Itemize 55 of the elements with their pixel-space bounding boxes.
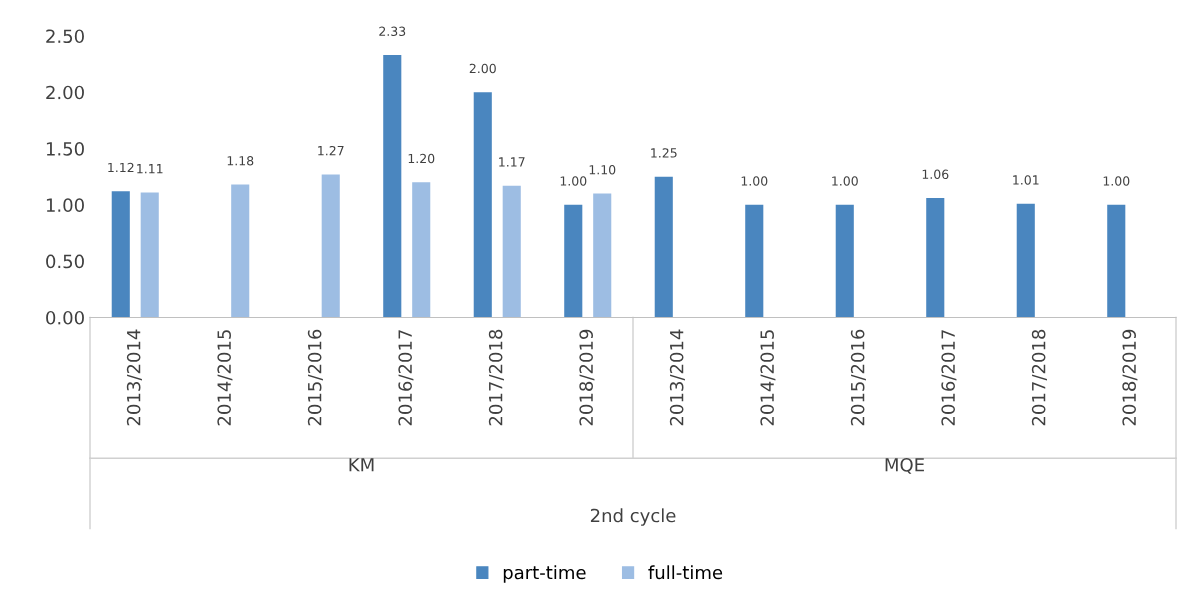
data-label: 1.10 xyxy=(589,165,616,175)
bar xyxy=(111,191,130,318)
data-label: 1.12 xyxy=(108,162,134,173)
bar xyxy=(473,92,492,318)
x-tick-label: 2013/2014 xyxy=(669,329,685,426)
x-tick-label: 2017/2018 xyxy=(1031,329,1047,426)
data-label: 1.00 xyxy=(832,176,858,186)
y-tick-label: 1.00 xyxy=(46,198,84,212)
legend-label: part-time xyxy=(503,565,586,583)
data-label: 1.06 xyxy=(922,169,949,180)
data-label: 1.17 xyxy=(499,157,525,167)
data-label: 1.00 xyxy=(741,176,768,186)
x-tick-label: 2018/2019 xyxy=(1122,329,1138,426)
data-label: 1.18 xyxy=(227,156,254,166)
data-label: 2.33 xyxy=(379,26,406,36)
x-tick-label: 2016/2017 xyxy=(941,330,957,426)
bar xyxy=(321,174,340,318)
bar xyxy=(564,204,583,318)
data-label: 1.11 xyxy=(137,164,163,174)
bar xyxy=(502,185,521,318)
bar xyxy=(593,193,612,318)
y-tick-label: 2.50 xyxy=(46,29,84,44)
x-tick-label: 2015/2016 xyxy=(307,329,323,426)
bar xyxy=(654,176,673,318)
bar xyxy=(1107,204,1126,318)
bar xyxy=(383,55,402,318)
y-tick-label: 2.00 xyxy=(46,85,84,100)
bar xyxy=(231,184,250,318)
text: KM xyxy=(349,458,374,472)
bar xyxy=(412,182,431,318)
x-tick-label: 2015/2016 xyxy=(850,329,866,426)
bar xyxy=(835,204,854,318)
x-tick-label: 2018/2019 xyxy=(579,329,595,426)
x-tick-label: 2017/2018 xyxy=(488,329,504,426)
data-label: 1.00 xyxy=(560,176,587,186)
y-tick-label: 1.50 xyxy=(46,142,84,156)
legend-label: full-time xyxy=(648,565,723,580)
text: 2nd cycle xyxy=(590,508,676,526)
x-tick-label: 2013/2014 xyxy=(126,329,142,426)
x-tick-label: 2014/2015 xyxy=(760,330,776,426)
data-label: 1.20 xyxy=(408,153,435,164)
bar xyxy=(745,204,764,318)
data-label: 2.00 xyxy=(469,63,496,74)
bar xyxy=(926,198,945,318)
text: MQE xyxy=(885,457,924,474)
data-label: 1.01 xyxy=(1013,175,1039,185)
x-tick-label: 2014/2015 xyxy=(217,330,233,426)
bar xyxy=(140,192,159,318)
bar xyxy=(1016,203,1035,318)
data-label: 1.00 xyxy=(1103,176,1130,186)
y-tick-label: 0.00 xyxy=(46,310,84,325)
data-label: 1.27 xyxy=(318,145,344,156)
x-tick-label: 2016/2017 xyxy=(398,330,414,426)
data-label: 1.25 xyxy=(651,148,677,158)
y-tick-label: 0.50 xyxy=(46,254,84,269)
